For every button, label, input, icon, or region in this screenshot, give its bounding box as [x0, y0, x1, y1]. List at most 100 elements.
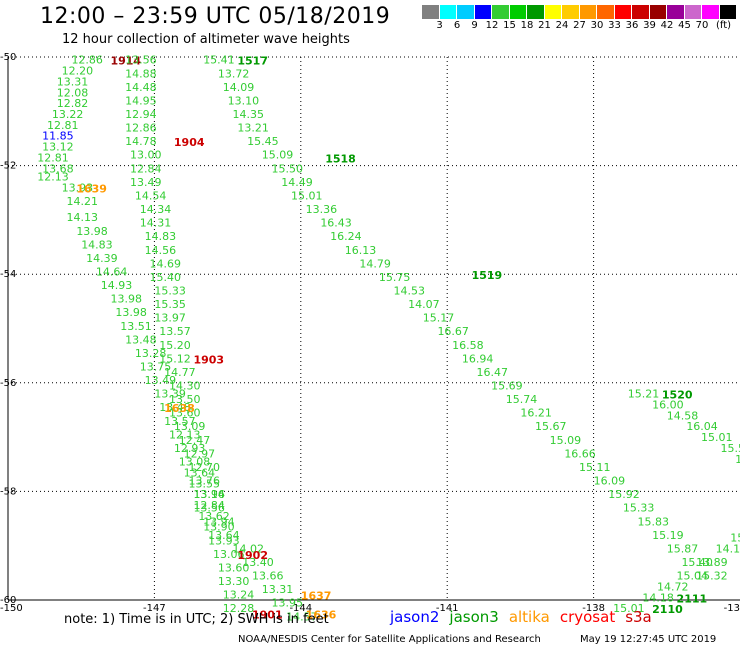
- pass-time-label: 2111: [677, 592, 708, 605]
- legend-label: 30: [590, 20, 604, 31]
- wave-height-value: 16.43: [320, 217, 352, 230]
- wave-height-value: 13.49: [145, 374, 177, 387]
- legend-label: 36: [625, 20, 639, 31]
- wave-height-value: 13.40: [242, 556, 273, 569]
- wave-height-value: 14.31: [140, 217, 172, 230]
- wave-height-value: 13.96: [193, 488, 225, 501]
- wave-height-value: 13.24: [223, 589, 255, 602]
- legend-swatch: [649, 5, 667, 19]
- wave-height-value: 13.64: [184, 466, 216, 479]
- wave-height-value: 15.21: [628, 388, 660, 401]
- wave-height-value: 13.60: [218, 561, 250, 574]
- wave-height-value: 15.92: [608, 488, 640, 501]
- wave-height-value: 13.00: [130, 149, 162, 162]
- wave-height-value: 14.93: [101, 279, 133, 292]
- wave-height-value: 15.04: [677, 570, 709, 583]
- wave-height-value: 12.97: [184, 447, 216, 460]
- wave-height-value: 14.10: [716, 542, 740, 555]
- satellite-legend-altika: altika: [508, 608, 550, 626]
- wave-height-value: 13.95: [272, 597, 304, 610]
- pass-time-label: 1901: [252, 609, 283, 622]
- wave-height-value: 13.10: [228, 94, 260, 107]
- legend-swatch: [667, 5, 685, 19]
- wave-height-value: 16.67: [437, 325, 469, 338]
- wave-height-value: 15.: [730, 532, 740, 545]
- credit-line: NOAA/NESDIS Center for Satellite Applica…: [238, 634, 541, 645]
- wave-height-value: 13.72: [218, 67, 250, 80]
- wave-height-value: 12.81: [47, 119, 79, 132]
- legend-label: 27: [573, 20, 586, 31]
- wave-height-value: 13.98: [76, 225, 108, 238]
- wave-height-value: 15.33: [623, 502, 655, 515]
- wave-height-value: 16.38: [735, 453, 740, 466]
- color-legend: 3 6 9 12 15 18 21 24 27 30 33 36 39 42 45 70 (ft): [422, 5, 740, 33]
- wave-height-value: 15.50: [272, 162, 304, 175]
- satellite-legend: jason2 jason3 altika cryosat s3a: [390, 608, 662, 626]
- wave-height-value: 13.06: [213, 548, 245, 561]
- map-title: 12:00 – 23:59 UTC 05/18/2019: [40, 4, 391, 29]
- satellite-legend-jason2: jason2: [390, 608, 440, 626]
- legend-swatch: [719, 5, 737, 19]
- wave-height-value: 12.20: [62, 65, 94, 78]
- legend-label: 42: [660, 20, 674, 31]
- wave-height-value: 15.19: [652, 529, 684, 542]
- wave-height-value: 13.30: [218, 575, 250, 588]
- wave-height-value: 12.70: [189, 461, 221, 474]
- wave-height-value: 15.41: [203, 54, 235, 67]
- wave-height-value: 15.01: [291, 189, 323, 202]
- wave-height-value: 13.98: [110, 293, 142, 306]
- wave-height-value: 13.56: [125, 54, 156, 67]
- wave-height-value: 12.08: [57, 86, 89, 99]
- wave-height-value: 13.39: [154, 388, 186, 401]
- x-end-label-right: -13: [724, 603, 740, 614]
- wave-height-value: 14.09: [223, 81, 255, 94]
- wave-height-value: 14.30: [169, 380, 201, 393]
- legend-label: 9: [471, 20, 478, 31]
- legend-swatch: [474, 5, 492, 19]
- wave-height-value: 14.58: [667, 409, 699, 422]
- wave-height-value: 13.48: [125, 333, 156, 346]
- wave-height-value: 15.11: [579, 461, 611, 474]
- wave-height-value: 14.18: [642, 591, 674, 604]
- wave-height-value: 13.93: [208, 534, 240, 547]
- wave-height-value: 14.54: [135, 189, 167, 202]
- wave-height-value: 13.76: [189, 475, 221, 488]
- legend-swatch: [632, 5, 650, 19]
- wave-height-value: 16.21: [520, 407, 552, 420]
- wave-height-value: 13.97: [154, 312, 186, 325]
- legend-swatches: [422, 5, 740, 19]
- wave-height-value: 12.86: [71, 54, 103, 67]
- pass-time-label: 1636: [306, 609, 337, 622]
- wave-height-value: 14.35: [232, 108, 263, 121]
- wave-height-value: 15.67: [535, 420, 567, 433]
- wave-height-value: 12.81: [37, 151, 69, 164]
- wave-height-value: 13.09: [174, 420, 206, 433]
- pass-time-label: 1914: [110, 55, 141, 68]
- wave-height-value: 12.82: [57, 97, 89, 110]
- wave-height-value: 15.40: [150, 271, 182, 284]
- track-1520: 15.2116.0014.5816.0415.0115.5416.3816.76…: [628, 388, 740, 466]
- wave-height-value: 14.21: [67, 195, 99, 208]
- wave-height-value: 13.21: [237, 122, 268, 135]
- wave-height-value: 16.04: [686, 420, 718, 433]
- satellite-legend-s3a: s3a: [625, 608, 652, 626]
- wave-height-value: 13.28: [135, 347, 167, 360]
- wave-height-value: 15.09: [262, 149, 294, 162]
- satellite-legend-cryosat: cryosat: [559, 608, 616, 626]
- wave-height-value: 16.09: [594, 475, 626, 488]
- wave-height-value: 12.93: [174, 442, 206, 455]
- wave-height-value: 14.72: [657, 580, 689, 593]
- wave-height-value: 12.13: [37, 170, 69, 183]
- wave-height-value: 12.13: [169, 428, 201, 441]
- wave-height-value: 14.83: [145, 230, 177, 243]
- pass-time-label: 1638: [164, 402, 195, 415]
- legend-swatch: [457, 5, 475, 19]
- x-tick-label: -141: [436, 603, 459, 614]
- wave-height-value: 13.93: [62, 181, 94, 194]
- legend-label: 70: [695, 20, 709, 31]
- map-axes: -147-144-141-138-50-52-54-56-58-60-150-1…: [0, 52, 740, 614]
- observations: 12.8612.2013.3112.0812.8213.2212.8111.85…: [37, 54, 740, 624]
- wave-height-value: 12.28: [223, 602, 255, 615]
- wave-height-value: 13.12: [42, 141, 74, 154]
